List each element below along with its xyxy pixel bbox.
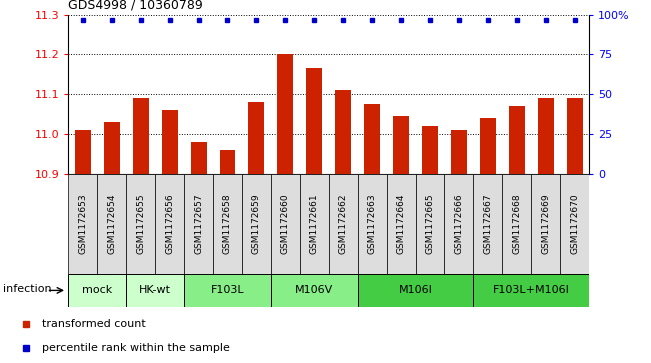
Bar [480,118,496,174]
Bar [184,274,271,307]
Bar [104,122,120,174]
Bar [307,69,322,174]
Bar [68,174,97,274]
Bar [509,106,525,174]
Text: GSM1172654: GSM1172654 [107,194,117,254]
Bar [473,174,503,274]
Text: GSM1172660: GSM1172660 [281,194,290,254]
Text: infection: infection [3,284,52,294]
Text: GSM1172657: GSM1172657 [194,194,203,254]
Bar [277,54,294,174]
Text: F103L: F103L [211,285,244,295]
Bar [126,274,184,307]
Bar [364,105,380,174]
Bar [249,102,264,174]
Text: M106V: M106V [295,285,333,295]
Bar [357,274,473,307]
Text: GSM1172656: GSM1172656 [165,194,174,254]
Text: percentile rank within the sample: percentile rank within the sample [42,343,230,352]
Text: mock: mock [82,285,113,295]
Bar [329,174,357,274]
Bar [300,174,329,274]
Text: GSM1172666: GSM1172666 [454,194,464,254]
Text: GSM1172664: GSM1172664 [396,194,406,254]
Bar [191,142,206,174]
Bar [538,98,554,174]
Text: F103L+M106I: F103L+M106I [493,285,570,295]
Bar [445,174,473,274]
Bar [335,90,351,174]
Bar [531,174,561,274]
Text: GSM1172665: GSM1172665 [426,194,434,254]
Bar [219,150,236,174]
Text: GSM1172663: GSM1172663 [368,194,377,254]
Text: GSM1172669: GSM1172669 [541,194,550,254]
Bar [75,130,90,174]
Text: HK-wt: HK-wt [139,285,171,295]
Bar [184,174,213,274]
Text: GSM1172655: GSM1172655 [136,194,145,254]
Bar [271,274,357,307]
Bar [68,274,126,307]
Bar [126,174,155,274]
Bar [357,174,387,274]
Bar [473,274,589,307]
Text: transformed count: transformed count [42,319,145,329]
Bar [242,174,271,274]
Text: M106I: M106I [398,285,432,295]
Bar [451,130,467,174]
Text: GSM1172659: GSM1172659 [252,194,261,254]
Bar [393,116,409,174]
Text: GSM1172670: GSM1172670 [570,194,579,254]
Bar [422,126,438,174]
Bar [213,174,242,274]
Bar [387,174,415,274]
Text: GDS4998 / 10360789: GDS4998 / 10360789 [68,0,203,12]
Bar [561,174,589,274]
Bar [415,174,445,274]
Text: GSM1172667: GSM1172667 [484,194,492,254]
Text: GSM1172658: GSM1172658 [223,194,232,254]
Text: GSM1172668: GSM1172668 [512,194,521,254]
Bar [271,174,300,274]
Bar [503,174,531,274]
Bar [155,174,184,274]
Bar [161,110,178,174]
Bar [567,98,583,174]
Bar [97,174,126,274]
Text: GSM1172662: GSM1172662 [339,194,348,254]
Text: GSM1172661: GSM1172661 [310,194,319,254]
Text: GSM1172653: GSM1172653 [78,194,87,254]
Bar [133,98,148,174]
